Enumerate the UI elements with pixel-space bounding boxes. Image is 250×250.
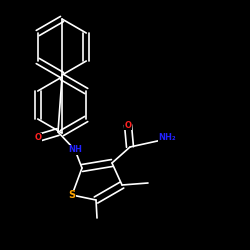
Text: NH: NH [68, 146, 82, 154]
Text: O: O [124, 120, 132, 130]
Text: S: S [68, 190, 75, 200]
Text: O: O [34, 134, 42, 142]
Text: NH₂: NH₂ [158, 132, 176, 141]
